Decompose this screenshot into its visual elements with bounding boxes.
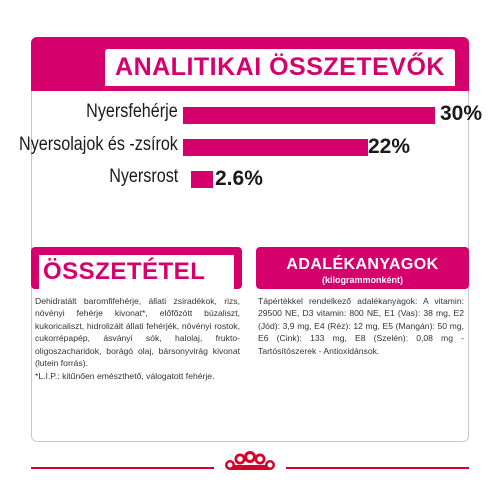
composition-header: ÖSSZETÉTEL	[31, 247, 242, 289]
footer-line-left	[31, 467, 214, 469]
analytical-title: ANALITIKAI ÖSSZETEVŐK	[115, 53, 445, 81]
footer-line-right	[286, 467, 469, 469]
additives-text: Tápértékkel rendelkező adalékanyagok: A …	[258, 296, 464, 356]
bar-value-fibre: 2.6%	[215, 167, 263, 190]
bar-fibre	[191, 171, 213, 188]
row-label-fat: Nyersolajok és -zsírok	[19, 134, 178, 155]
row-label-fibre: Nyersrost	[108, 166, 178, 187]
composition-title: ÖSSZETÉTEL	[43, 258, 206, 285]
crown-logo-icon	[225, 451, 275, 470]
composition-text: Dehidratált baromfifehérje, állati zsira…	[35, 296, 240, 369]
bar-fat	[183, 139, 368, 156]
analytical-header: ANALITIKAI ÖSSZETEVŐK	[31, 37, 469, 91]
bar-value-protein: 30%	[440, 102, 483, 125]
additives-subtitle: (kilogrammonként)	[321, 275, 403, 285]
additives-title: ADALÉKANYAGOK	[286, 256, 439, 273]
bar-value-fat: 22%	[368, 135, 411, 158]
row-label-protein: Nyersfehérje	[86, 101, 178, 122]
bar-protein	[183, 107, 435, 124]
composition-footnote: *L.I.P.: kitűnően emészthető, válogatott…	[35, 371, 215, 381]
additives-header: ADALÉKANYAGOK (kilogrammonként)	[256, 247, 469, 289]
